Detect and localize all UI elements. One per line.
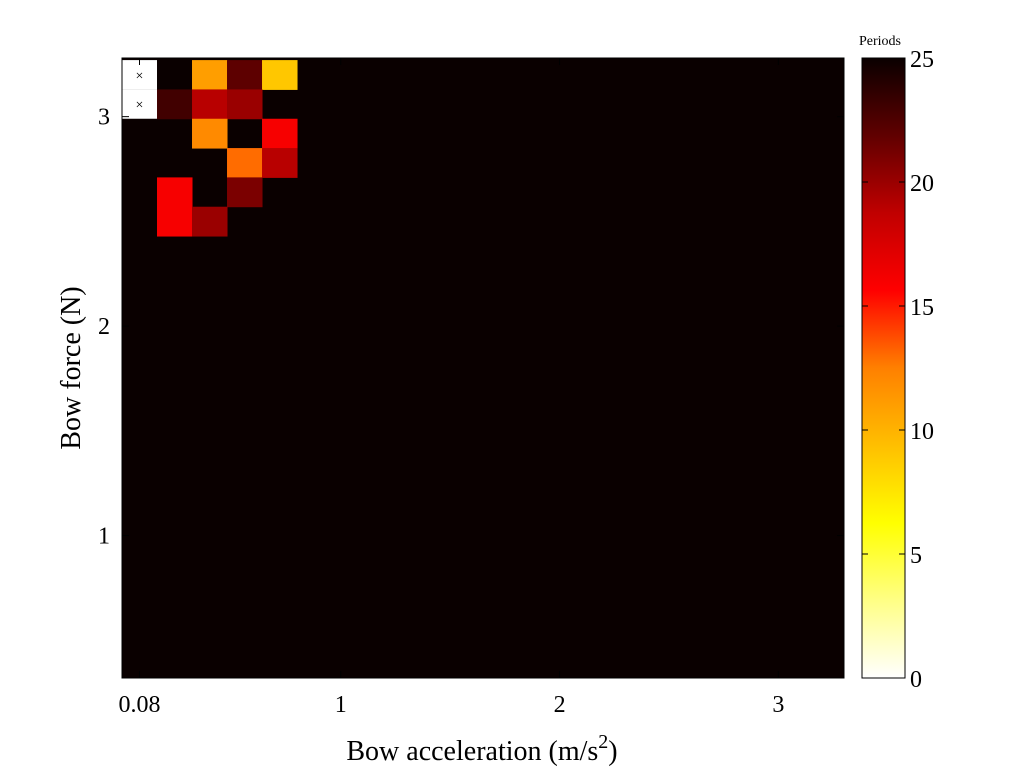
heatmap-cell (192, 89, 228, 120)
y-axis-label: Bow force (N) (56, 286, 87, 449)
heatmap-cell (227, 177, 263, 208)
x-axis-label: Bow acceleration (m/s2) (346, 731, 617, 767)
heatmap-cell (157, 89, 193, 120)
colorbar-tick-label: 5 (910, 543, 922, 569)
colorbar-tick-label: 25 (910, 47, 934, 73)
heatmap-cell (227, 148, 263, 178)
heatmap-cell (192, 118, 228, 149)
y-tick-label: 3 (98, 105, 110, 131)
x-tick-label: 0.08 (119, 692, 161, 718)
y-tick-label: 1 (98, 524, 110, 550)
heatmap-cell (262, 60, 298, 90)
no-data-cell (122, 89, 158, 119)
y-tick-label: 2 (98, 314, 110, 340)
heatmap-cell (157, 177, 193, 208)
heatmap-cell (192, 60, 228, 90)
colorbar-tick-label: 15 (910, 295, 934, 321)
colorbar-tick-label: 20 (910, 171, 934, 197)
heatmap-cell (192, 206, 228, 237)
x-tick-label: 1 (335, 692, 347, 718)
x-axis-label-superscript: 2 (598, 731, 608, 753)
heatmap-cell (157, 206, 193, 237)
no-data-marker: × (136, 69, 144, 84)
heatmap-cell (227, 60, 263, 90)
heatmap-cell (262, 118, 298, 149)
heatmap-cell (262, 148, 298, 178)
plot-frame (121, 57, 845, 679)
heatmap-cell (227, 89, 263, 120)
colorbar-title: Periods (859, 34, 901, 49)
colorbar-tick-label: 10 (910, 419, 934, 445)
x-tick-label: 2 (554, 692, 566, 718)
x-axis-label-main: Bow acceleration (m/s (346, 736, 598, 767)
x-tick-label: 3 (772, 692, 784, 718)
colorbar-tick-label: 0 (910, 667, 922, 693)
no-data-marker: × (136, 98, 144, 113)
x-axis-label-suffix: ) (608, 736, 617, 767)
colorbar (861, 57, 906, 679)
